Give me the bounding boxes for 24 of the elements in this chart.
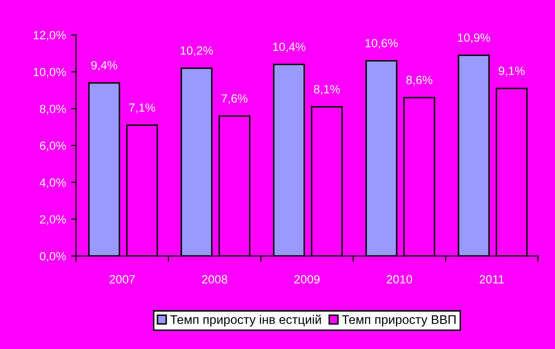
y-tick-label: 6,0% [40, 142, 66, 152]
data-label: 7,1% [129, 103, 156, 114]
x-tick-label: 2007 [110, 275, 135, 284]
y-tick-label: 12,0% [34, 31, 66, 41]
x-tick-label: 2009 [294, 275, 320, 284]
data-label: 10,2% [180, 46, 213, 56]
y-tick-label: 10,0% [34, 68, 66, 78]
data-label: 10,6% [366, 38, 398, 49]
x-tick-label: 2011 [480, 275, 504, 284]
y-tick-label: 0,0% [40, 252, 66, 262]
data-label: 9,4% [91, 61, 118, 71]
data-label: 9,1% [498, 66, 525, 76]
y-tick-label: 8,0% [40, 104, 66, 114]
data-label: 8,1% [314, 85, 340, 95]
x-tick-label: 2008 [202, 275, 228, 284]
data-label: 8,6% [406, 76, 432, 86]
legend-label: Темп приросту ВВП [342, 315, 456, 326]
data-label: 10,4% [273, 42, 306, 52]
data-label: 7,6% [222, 94, 248, 104]
y-tick-label: 4,0% [40, 178, 66, 188]
legend-label: Темп приросту інв естциій [170, 314, 321, 326]
data-label: 10,9% [458, 33, 490, 44]
x-tick-label: 2010 [386, 275, 412, 284]
y-tick-label: 2,0% [40, 215, 66, 225]
